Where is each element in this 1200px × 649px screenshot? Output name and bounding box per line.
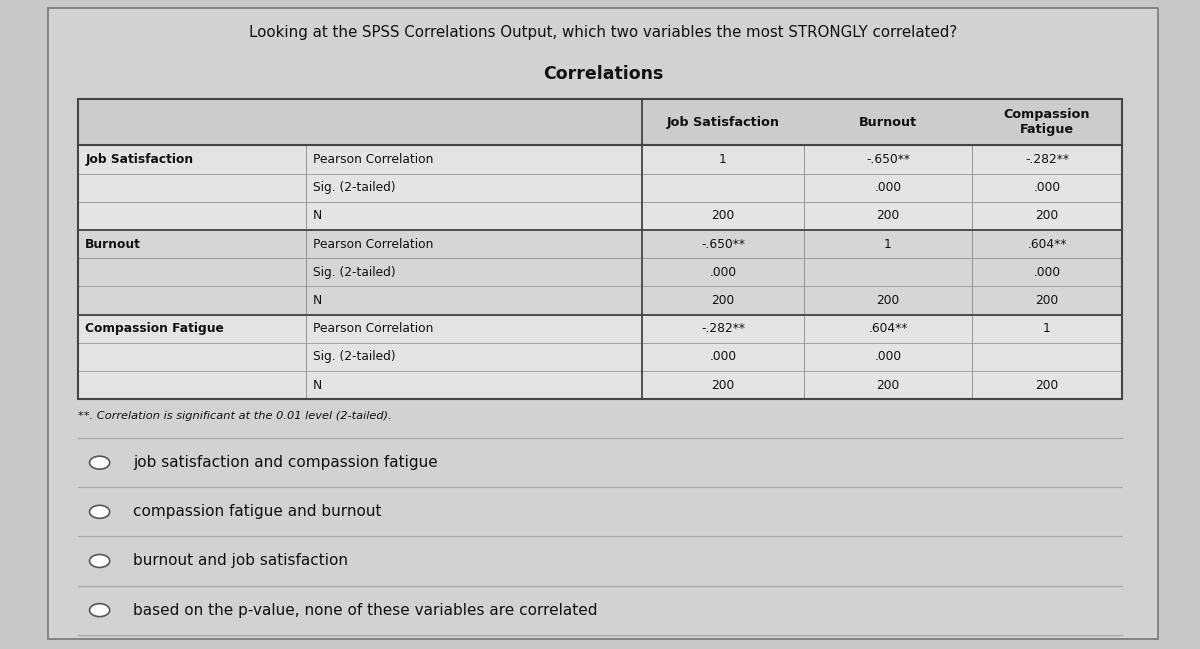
Text: Job Satisfaction: Job Satisfaction <box>666 116 780 129</box>
Text: 200: 200 <box>712 210 734 223</box>
Bar <box>78 315 1122 343</box>
Text: 1: 1 <box>1043 322 1051 335</box>
Text: N: N <box>313 378 323 391</box>
Text: based on the p-value, none of these variables are correlated: based on the p-value, none of these vari… <box>133 603 598 618</box>
Ellipse shape <box>90 506 109 519</box>
Ellipse shape <box>90 604 109 617</box>
Bar <box>78 145 1122 173</box>
Text: Sig. (2-tailed): Sig. (2-tailed) <box>313 181 396 194</box>
Text: Pearson Correlation: Pearson Correlation <box>313 322 433 335</box>
Text: 200: 200 <box>1036 378 1058 391</box>
Text: 200: 200 <box>712 378 734 391</box>
Text: Burnout: Burnout <box>859 116 917 129</box>
Text: .000: .000 <box>1033 265 1061 279</box>
Text: .604**: .604** <box>869 322 907 335</box>
Ellipse shape <box>90 554 109 567</box>
Bar <box>78 173 1122 202</box>
Text: 200: 200 <box>876 378 900 391</box>
Text: burnout and job satisfaction: burnout and job satisfaction <box>133 554 348 569</box>
Text: -.282**: -.282** <box>701 322 745 335</box>
Bar <box>78 343 1122 371</box>
Bar <box>78 202 1122 230</box>
Text: Sig. (2-tailed): Sig. (2-tailed) <box>313 350 396 363</box>
Bar <box>78 99 1122 145</box>
Text: Correlations: Correlations <box>544 65 664 83</box>
Text: Sig. (2-tailed): Sig. (2-tailed) <box>313 265 396 279</box>
Bar <box>78 371 1122 399</box>
Bar <box>78 99 1122 399</box>
Bar <box>78 230 1122 258</box>
Text: N: N <box>313 210 323 223</box>
Text: Pearson Correlation: Pearson Correlation <box>313 238 433 251</box>
Text: Looking at the SPSS Correlations Output, which two variables the most STRONGLY c: Looking at the SPSS Correlations Output,… <box>250 25 958 40</box>
Text: .000: .000 <box>709 265 737 279</box>
Text: 200: 200 <box>876 294 900 307</box>
Text: -.282**: -.282** <box>1025 153 1069 166</box>
Text: compassion fatigue and burnout: compassion fatigue and burnout <box>133 504 382 519</box>
Bar <box>78 286 1122 315</box>
Text: N: N <box>313 294 323 307</box>
Text: Compassion Fatigue: Compassion Fatigue <box>85 322 224 335</box>
Text: .000: .000 <box>1033 181 1061 194</box>
Text: .000: .000 <box>709 350 737 363</box>
Text: Compassion
Fatigue: Compassion Fatigue <box>1003 108 1091 136</box>
Bar <box>78 258 1122 286</box>
Text: 200: 200 <box>1036 210 1058 223</box>
Text: .000: .000 <box>875 181 901 194</box>
Text: .000: .000 <box>875 350 901 363</box>
Text: 200: 200 <box>876 210 900 223</box>
Text: -.650**: -.650** <box>701 238 745 251</box>
Ellipse shape <box>90 456 109 469</box>
Text: job satisfaction and compassion fatigue: job satisfaction and compassion fatigue <box>133 455 438 470</box>
Text: 200: 200 <box>1036 294 1058 307</box>
Text: 1: 1 <box>719 153 727 166</box>
Text: 200: 200 <box>712 294 734 307</box>
Text: Burnout: Burnout <box>85 238 142 251</box>
Text: 1: 1 <box>884 238 892 251</box>
Text: **. Correlation is significant at the 0.01 level (2-tailed).: **. Correlation is significant at the 0.… <box>78 411 391 421</box>
Text: .604**: .604** <box>1027 238 1067 251</box>
Text: Job Satisfaction: Job Satisfaction <box>85 153 193 166</box>
Text: -.650**: -.650** <box>866 153 910 166</box>
Text: Pearson Correlation: Pearson Correlation <box>313 153 433 166</box>
